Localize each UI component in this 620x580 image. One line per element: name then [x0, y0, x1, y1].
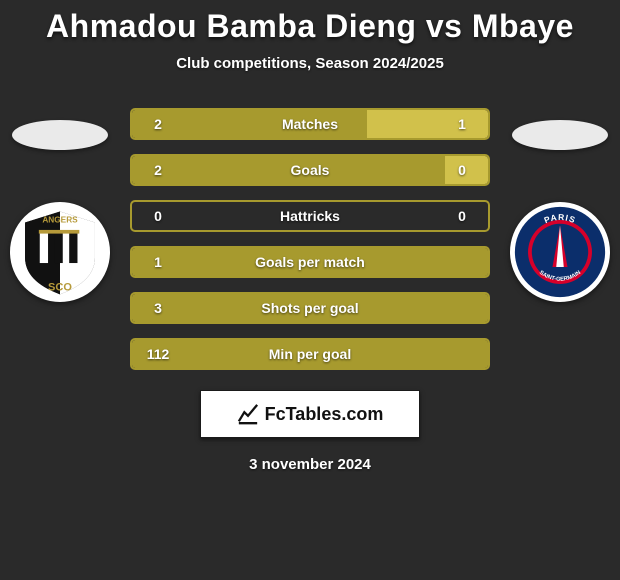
svg-text:ANGERS: ANGERS	[42, 216, 78, 225]
stat-value-p1: 0	[132, 208, 184, 224]
stat-bar: 1Goals per match	[130, 246, 490, 278]
stat-label: Goals per match	[184, 254, 436, 270]
comparison-subtitle: Club competitions, Season 2024/2025	[0, 55, 620, 72]
stat-label: Matches	[184, 116, 436, 132]
psg-logo-icon: PARIS SAINT-GERMAIN	[513, 205, 607, 299]
stat-value-p1: 3	[132, 300, 184, 316]
player2-photo-placeholder	[512, 120, 608, 150]
svg-text:SCO: SCO	[48, 282, 72, 294]
stat-label: Shots per goal	[184, 300, 436, 316]
stat-bar: 3Shots per goal	[130, 292, 490, 324]
player1-photo-placeholder	[12, 120, 108, 150]
stat-label: Hattricks	[184, 208, 436, 224]
stat-bar: 2Goals0	[130, 154, 490, 186]
stat-value-p1: 2	[132, 116, 184, 132]
player1-club-logo: ANGERS SCO	[10, 202, 110, 302]
stat-value-p2: 0	[436, 208, 488, 224]
angers-sco-logo-icon: ANGERS SCO	[14, 206, 106, 298]
stat-value-p2: 0	[436, 162, 488, 178]
chart-line-icon	[237, 403, 259, 425]
stat-value-p1: 112	[132, 346, 184, 362]
fctables-brand-button[interactable]: FcTables.com	[200, 390, 420, 438]
stat-label: Goals	[184, 162, 436, 178]
player1-column: ANGERS SCO	[8, 96, 112, 302]
stat-value-p1: 1	[132, 254, 184, 270]
fctables-brand-label: FcTables.com	[265, 404, 384, 425]
stat-bar: 0Hattricks0	[130, 200, 490, 232]
comparison-title: Ahmadou Bamba Dieng vs Mbaye	[0, 8, 620, 45]
stat-value-p1: 2	[132, 162, 184, 178]
player2-column: PARIS SAINT-GERMAIN	[508, 96, 612, 302]
stat-value-p2: 1	[436, 116, 488, 132]
stat-bar: 112Min per goal	[130, 338, 490, 370]
comparison-date: 3 november 2024	[0, 456, 620, 473]
stats-column: 2Matches12Goals00Hattricks01Goals per ma…	[130, 96, 490, 384]
player2-club-logo: PARIS SAINT-GERMAIN	[510, 202, 610, 302]
stat-label: Min per goal	[184, 346, 436, 362]
stat-bar: 2Matches1	[130, 108, 490, 140]
